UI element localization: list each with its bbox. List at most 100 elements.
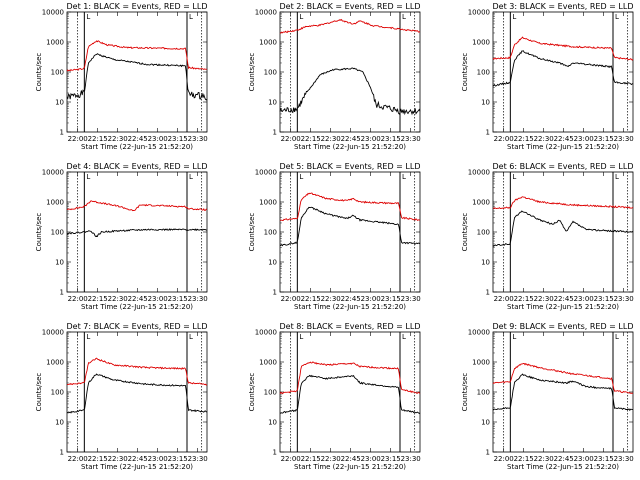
series-events-line <box>279 374 421 414</box>
marker-tag: L <box>299 333 303 341</box>
x-tick-label: 23:00 <box>361 455 381 463</box>
series-lld-line <box>279 18 421 34</box>
x-tick-label: 23:30 <box>188 455 208 463</box>
x-tick-label: 23:15 <box>168 135 188 143</box>
x-tick-label: 22:45 <box>128 295 148 303</box>
panel-det-7: Det 7: BLACK = Events, RED = LLD 1 10 100 10… <box>35 322 208 471</box>
y-tick-label: 10 <box>481 259 490 267</box>
x-tick-label: 23:00 <box>574 455 594 463</box>
y-tick-label: 10 <box>268 419 277 427</box>
x-tick-label: 22:00 <box>68 135 88 143</box>
y-axis-label: Counts/sec <box>248 53 256 92</box>
x-tick-label: 23:15 <box>594 135 614 143</box>
x-axis-label: Start Time (22-Jun-15 21:52:20) <box>81 303 193 311</box>
series-events-line <box>67 228 207 238</box>
y-tick-label: 10 <box>268 99 277 107</box>
x-tick-label: 22:45 <box>341 295 361 303</box>
x-tick-label: 22:45 <box>554 295 574 303</box>
x-tick-label: 22:30 <box>534 135 554 143</box>
x-tick-label: 22:15 <box>301 135 321 143</box>
marker-tag: L <box>189 333 193 341</box>
marker-tag: L <box>512 173 516 181</box>
series-lld-line <box>279 192 421 221</box>
marker-tag: L <box>86 13 90 21</box>
marker-tag: L <box>189 13 193 21</box>
x-tick-label: 23:30 <box>188 295 208 303</box>
x-tick-label: 23:15 <box>594 455 614 463</box>
y-tick-label: 100 <box>51 229 64 237</box>
y-axis-label: Counts/sec <box>461 53 469 92</box>
x-axis-label: Start Time (22-Jun-15 21:52:20) <box>81 143 193 151</box>
series-events-line <box>279 206 421 247</box>
y-axis-label: Counts/sec <box>461 373 469 412</box>
y-tick-label: 10000 <box>42 9 64 17</box>
y-tick-label: 10 <box>481 99 490 107</box>
x-tick-label: 23:30 <box>614 455 634 463</box>
plot-frame <box>66 171 208 293</box>
x-tick-label: 22:15 <box>88 135 108 143</box>
y-tick-label: 1000 <box>472 199 490 207</box>
marker-tag: L <box>615 173 619 181</box>
marker-tag: L <box>615 333 619 341</box>
x-tick-label: 23:15 <box>168 455 188 463</box>
y-tick-label: 1000 <box>259 359 277 367</box>
y-tick-label: 10000 <box>42 329 64 337</box>
marker-tag: L <box>512 13 516 21</box>
x-tick-label: 23:00 <box>361 135 381 143</box>
y-tick-label: 1000 <box>46 199 64 207</box>
y-tick-label: 100 <box>264 69 277 77</box>
y-tick-label: 10000 <box>255 169 277 177</box>
series-lld-line <box>492 36 634 61</box>
y-tick-label: 10 <box>481 419 490 427</box>
y-tick-label: 1 <box>486 449 490 457</box>
y-tick-label: 1 <box>273 449 277 457</box>
series-lld-line <box>67 200 208 212</box>
y-tick-label: 10000 <box>255 329 277 337</box>
x-tick-label: 22:45 <box>554 455 574 463</box>
x-tick-label: 23:00 <box>574 135 594 143</box>
x-tick-label: 22:00 <box>68 455 88 463</box>
x-tick-label: 22:15 <box>301 295 321 303</box>
marker-tag: L <box>402 173 406 181</box>
y-tick-label: 100 <box>477 229 490 237</box>
series-lld-line <box>66 357 207 386</box>
x-tick-label: 22:00 <box>494 295 514 303</box>
series-lld-line <box>492 362 634 394</box>
x-axis-label: Start Time (22-Jun-15 21:52:20) <box>294 303 406 311</box>
x-tick-label: 22:15 <box>88 295 108 303</box>
x-tick-label: 22:00 <box>494 135 514 143</box>
series-lld-line <box>279 361 421 395</box>
x-tick-label: 22:15 <box>514 295 534 303</box>
y-tick-label: 1 <box>486 129 490 137</box>
x-tick-label: 23:00 <box>361 295 381 303</box>
panel-det-6: Det 6: BLACK = Events, RED = LLD 1 10 100 10… <box>461 162 634 311</box>
x-tick-label: 22:15 <box>514 455 534 463</box>
x-tick-label: 23:15 <box>381 135 401 143</box>
panel-title: Det 2: BLACK = Events, RED = LLD <box>280 2 421 11</box>
series-events-line <box>492 50 634 87</box>
panel-title: Det 7: BLACK = Events, RED = LLD <box>67 322 208 331</box>
x-tick-label: 23:15 <box>381 455 401 463</box>
panel-title: Det 9: BLACK = Events, RED = LLD <box>493 322 634 331</box>
x-tick-label: 23:00 <box>574 295 594 303</box>
x-tick-label: 23:15 <box>594 295 614 303</box>
y-tick-label: 100 <box>264 229 277 237</box>
panel-det-4: Det 4: BLACK = Events, RED = LLD 1 10 100 10… <box>35 162 208 311</box>
marker-tag: L <box>402 333 406 341</box>
series-lld-line <box>66 40 208 72</box>
panel-title: Det 8: BLACK = Events, RED = LLD <box>280 322 421 331</box>
y-tick-label: 10 <box>55 259 64 267</box>
x-tick-label: 22:30 <box>321 135 341 143</box>
x-tick-label: 23:30 <box>401 135 421 143</box>
x-tick-label: 23:15 <box>381 295 401 303</box>
x-tick-label: 23:00 <box>148 455 168 463</box>
panel-det-2: Det 2: BLACK = Events, RED = LLD 1 10 100 10… <box>248 2 421 151</box>
marker-tag: L <box>512 333 516 341</box>
series-events-line <box>492 210 634 247</box>
y-tick-label: 1000 <box>472 39 490 47</box>
series-events-line <box>279 67 421 116</box>
x-axis-label: Start Time (22-Jun-15 21:52:20) <box>294 463 406 471</box>
x-axis-label: Start Time (22-Jun-15 21:52:20) <box>294 143 406 151</box>
x-tick-label: 22:30 <box>534 295 554 303</box>
